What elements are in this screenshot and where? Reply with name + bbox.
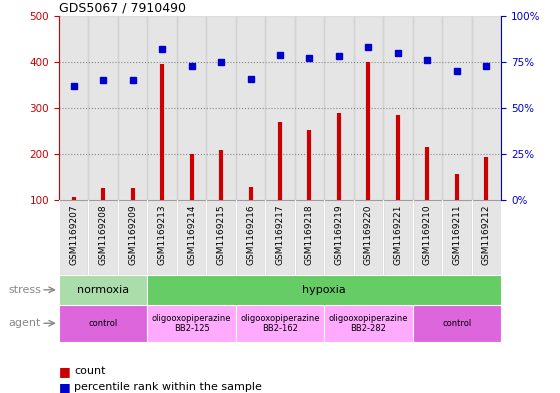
Bar xyxy=(147,305,236,342)
Text: normoxia: normoxia xyxy=(77,285,129,295)
Text: GSM1169213: GSM1169213 xyxy=(157,204,166,265)
Text: GDS5067 / 7910490: GDS5067 / 7910490 xyxy=(59,2,186,15)
Text: ■: ■ xyxy=(59,380,71,393)
Text: oligooxopiperazine
BB2-282: oligooxopiperazine BB2-282 xyxy=(329,314,408,333)
Text: count: count xyxy=(74,366,106,376)
Text: ■: ■ xyxy=(59,365,71,378)
Bar xyxy=(236,16,265,200)
Text: agent: agent xyxy=(8,318,41,328)
Bar xyxy=(59,200,88,275)
Bar xyxy=(177,16,206,200)
Text: GSM1169208: GSM1169208 xyxy=(99,204,108,265)
Bar xyxy=(413,16,442,200)
Bar xyxy=(147,16,177,200)
Bar xyxy=(147,275,501,305)
Text: GSM1169211: GSM1169211 xyxy=(452,204,461,265)
Text: GSM1169209: GSM1169209 xyxy=(128,204,137,265)
Bar xyxy=(59,275,147,305)
Text: percentile rank within the sample: percentile rank within the sample xyxy=(74,382,262,392)
Bar xyxy=(118,16,147,200)
Bar xyxy=(324,16,354,200)
Bar xyxy=(383,200,413,275)
Bar xyxy=(59,305,147,342)
Text: GSM1169207: GSM1169207 xyxy=(69,204,78,265)
Bar xyxy=(413,305,501,342)
Text: GSM1169210: GSM1169210 xyxy=(423,204,432,265)
Text: GSM1169219: GSM1169219 xyxy=(334,204,343,265)
Bar xyxy=(88,16,118,200)
Bar xyxy=(177,200,206,275)
Bar xyxy=(442,16,472,200)
Text: GSM1169216: GSM1169216 xyxy=(246,204,255,265)
Bar xyxy=(413,200,442,275)
Bar xyxy=(206,16,236,200)
Bar xyxy=(472,16,501,200)
Text: GSM1169218: GSM1169218 xyxy=(305,204,314,265)
Text: GSM1169214: GSM1169214 xyxy=(187,204,196,264)
Bar xyxy=(59,16,88,200)
Text: GSM1169217: GSM1169217 xyxy=(276,204,284,265)
Text: GSM1169212: GSM1169212 xyxy=(482,204,491,264)
Bar xyxy=(324,305,413,342)
Bar xyxy=(88,200,118,275)
Bar xyxy=(118,200,147,275)
Bar xyxy=(442,200,472,275)
Bar xyxy=(206,200,236,275)
Text: stress: stress xyxy=(8,285,41,295)
Text: hypoxia: hypoxia xyxy=(302,285,346,295)
Bar xyxy=(354,200,383,275)
Bar xyxy=(265,16,295,200)
Bar xyxy=(354,16,383,200)
Bar xyxy=(472,200,501,275)
Bar xyxy=(236,200,265,275)
Text: control: control xyxy=(442,319,472,328)
Text: oligooxopiperazine
BB2-162: oligooxopiperazine BB2-162 xyxy=(240,314,320,333)
Bar xyxy=(236,305,324,342)
Text: GSM1169221: GSM1169221 xyxy=(394,204,403,264)
Bar xyxy=(383,16,413,200)
Bar xyxy=(324,200,354,275)
Text: control: control xyxy=(88,319,118,328)
Text: GSM1169220: GSM1169220 xyxy=(364,204,373,264)
Bar xyxy=(265,200,295,275)
Bar xyxy=(295,16,324,200)
Bar xyxy=(295,200,324,275)
Text: oligooxopiperazine
BB2-125: oligooxopiperazine BB2-125 xyxy=(152,314,231,333)
Bar xyxy=(147,200,177,275)
Text: GSM1169215: GSM1169215 xyxy=(217,204,226,265)
